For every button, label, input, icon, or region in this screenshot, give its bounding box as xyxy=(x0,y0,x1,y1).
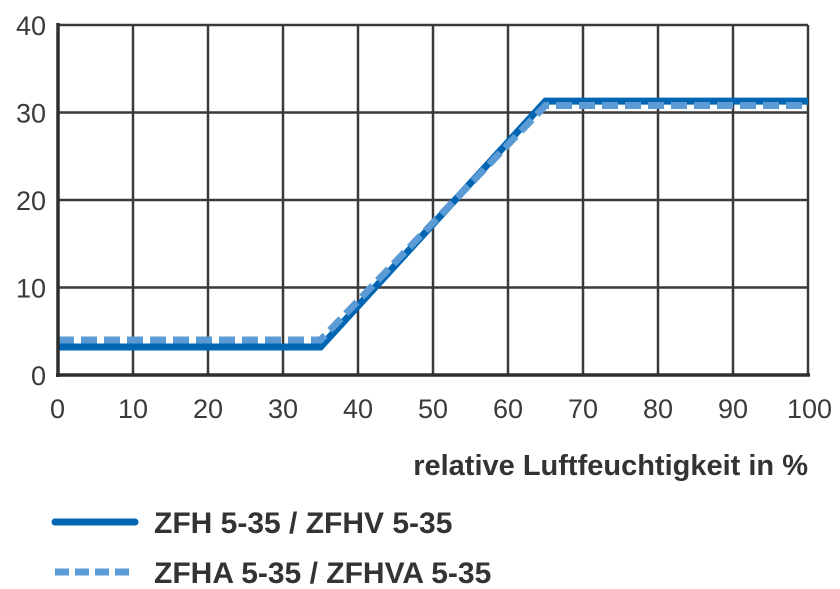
y-tick-label: 20 xyxy=(16,186,46,216)
x-tick-label: 0 xyxy=(50,394,65,424)
x-tick-label: 40 xyxy=(343,394,373,424)
grid xyxy=(56,23,810,377)
x-axis-label: relative Luftfeuchtigkeit in % xyxy=(413,450,808,482)
x-tick-label: 70 xyxy=(568,394,598,424)
x-tick-label: 30 xyxy=(268,394,298,424)
x-tick-label: 90 xyxy=(718,394,748,424)
legend-label-2: ZFHA 5-35 / ZFHVA 5-35 xyxy=(154,557,491,589)
x-tick-label: 50 xyxy=(418,394,448,424)
y-tick-labels: 0 10 20 30 40 xyxy=(16,11,46,391)
x-tick-label: 60 xyxy=(493,394,523,424)
x-tick-label: 20 xyxy=(193,394,223,424)
y-tick-label: 40 xyxy=(16,11,46,41)
plot-frame xyxy=(56,23,810,377)
x-tick-label: 100 xyxy=(787,394,832,424)
y-tick-label: 30 xyxy=(16,99,46,129)
series-line-2 xyxy=(58,102,808,344)
series-lines xyxy=(58,97,808,351)
legend-label-1: ZFH 5-35 / ZFHV 5-35 xyxy=(154,507,452,540)
x-tick-label: 10 xyxy=(118,394,148,424)
x-tick-labels: 0 10 20 30 40 50 60 70 80 90 100 xyxy=(50,394,832,424)
y-tick-label: 10 xyxy=(16,274,46,304)
x-tick-label: 80 xyxy=(643,394,673,424)
y-tick-label: 0 xyxy=(31,361,46,391)
legend: ZFH 5-35 / ZFHV 5-35 ZFHA 5-35 / ZFHVA 5-… xyxy=(51,507,491,589)
